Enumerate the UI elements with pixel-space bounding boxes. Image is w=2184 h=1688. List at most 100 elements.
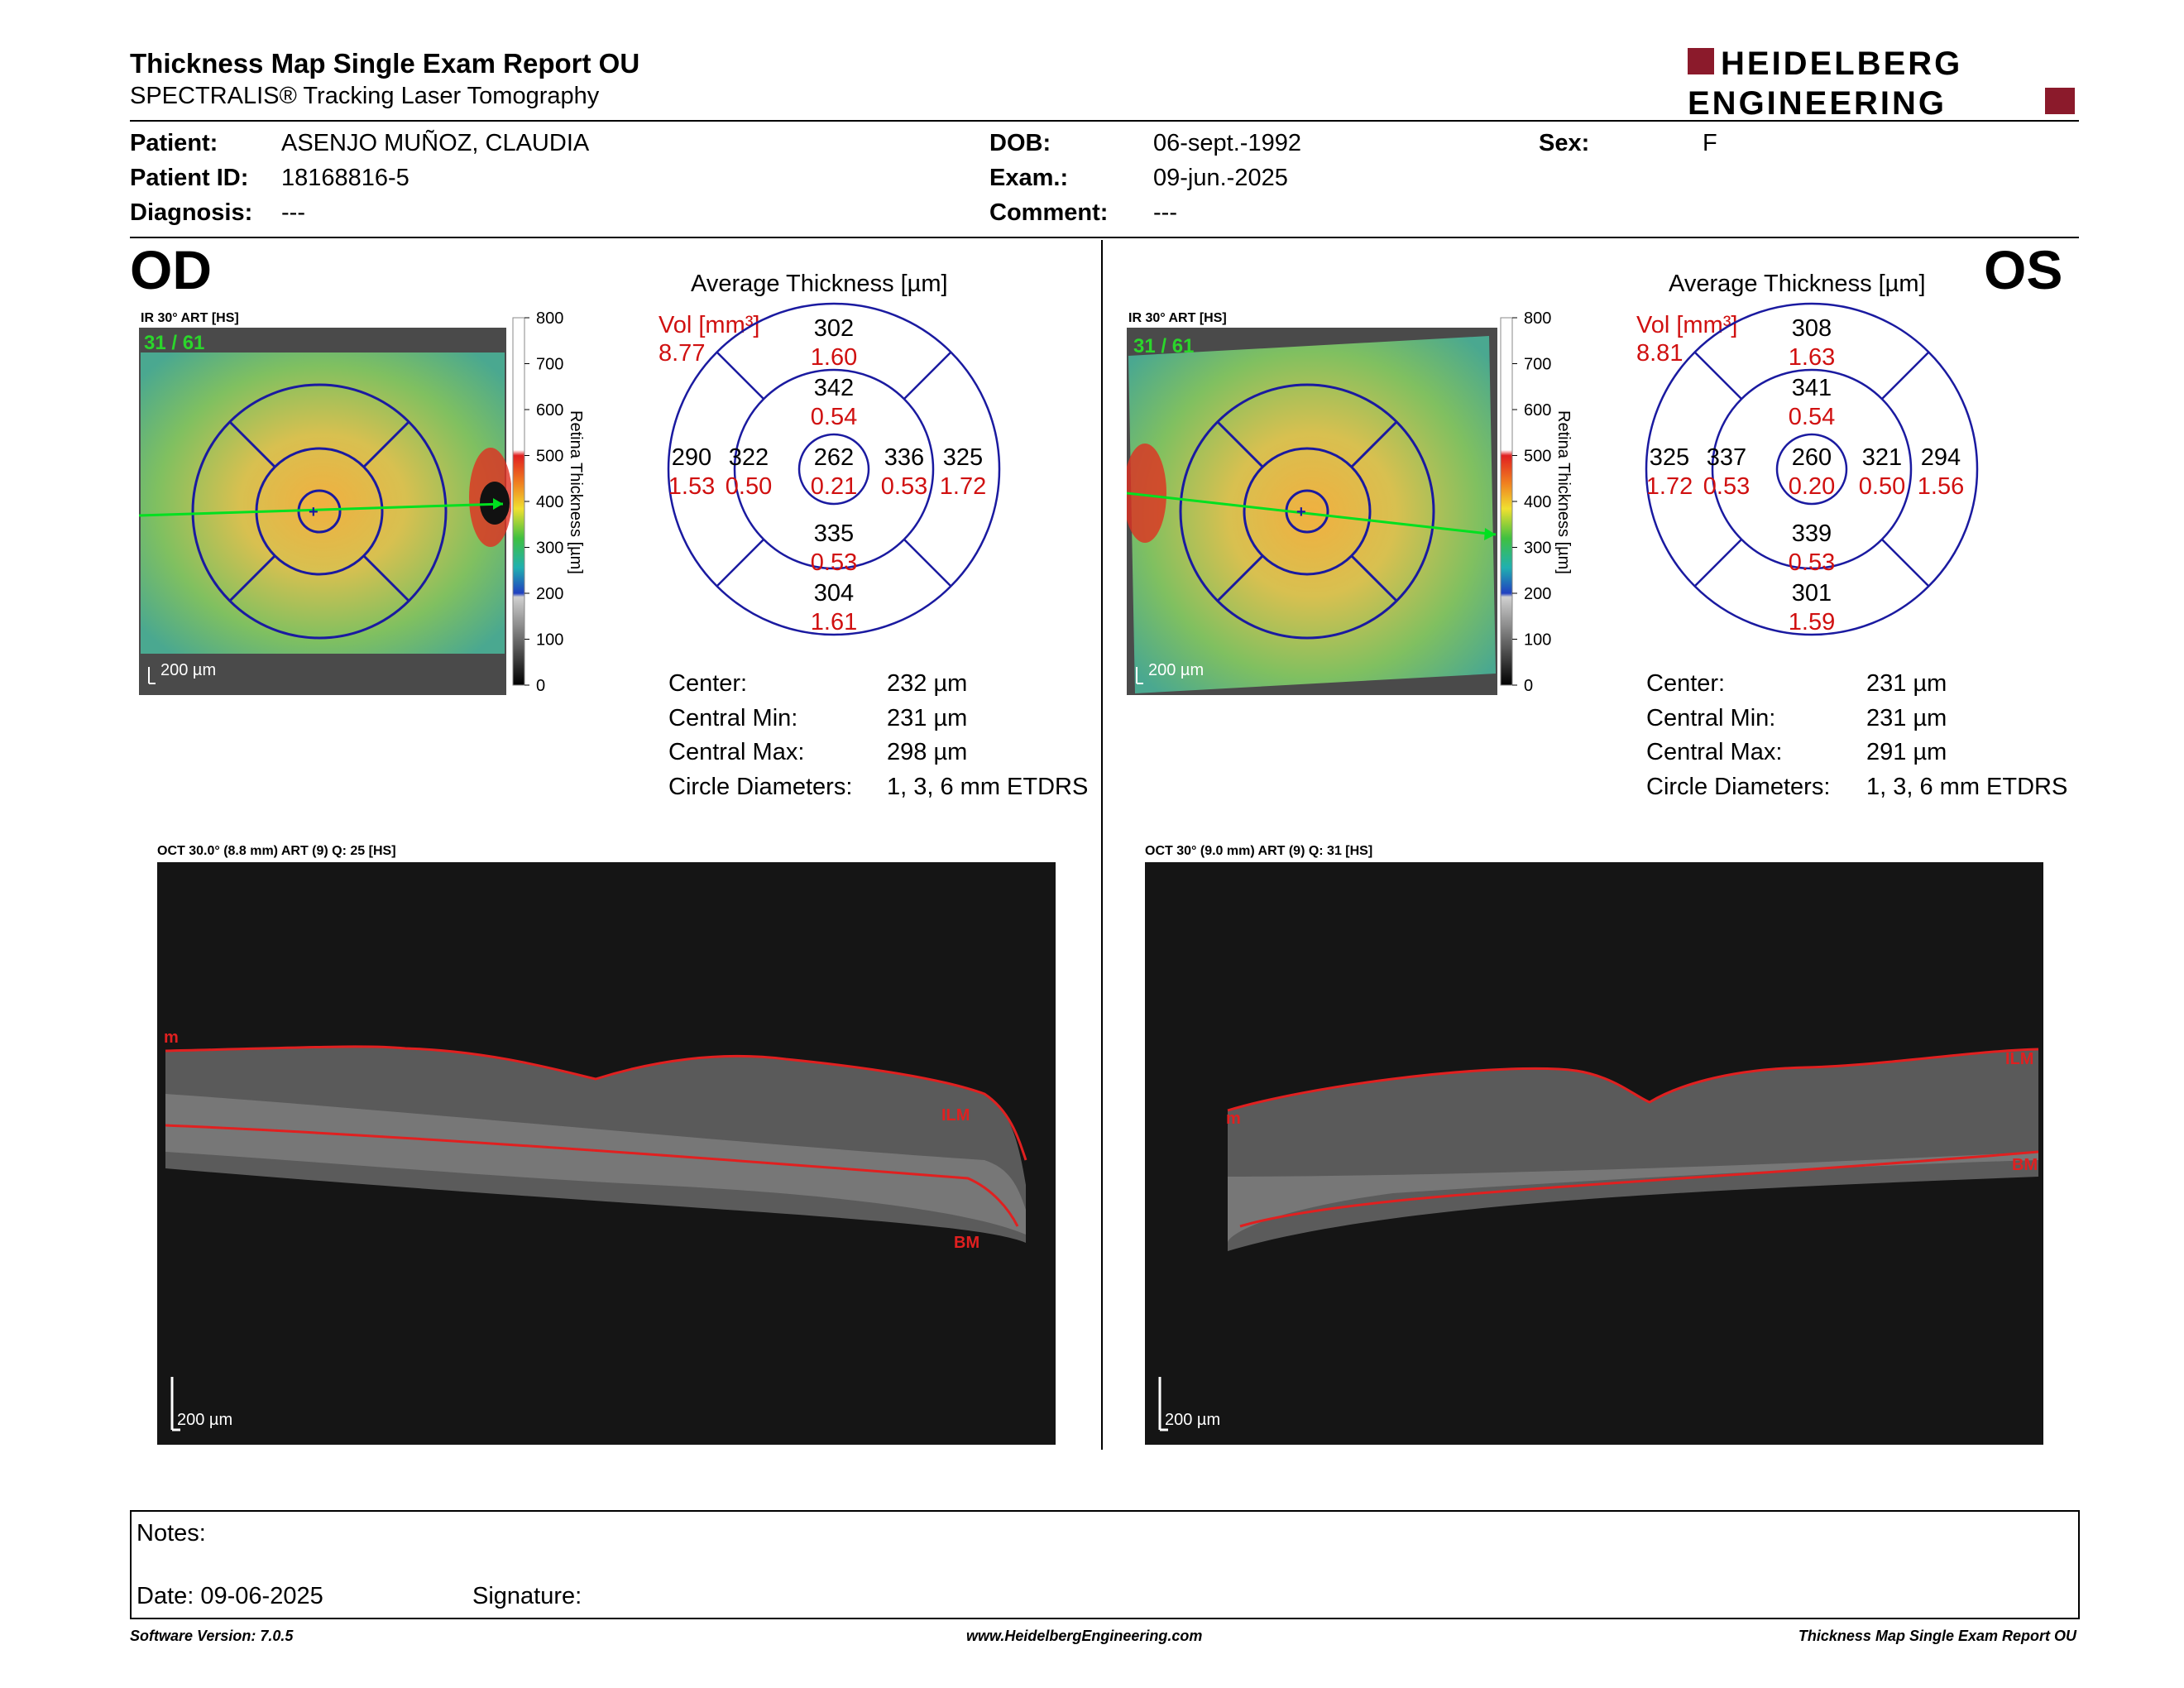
svg-text:325: 325 [1650,444,1689,471]
svg-text:339: 339 [1792,520,1832,547]
website-link[interactable]: www.HeidelbergEngineering.com [966,1628,1203,1644]
os-max-value: 291 µm [1866,739,1947,765]
svg-text:1.53: 1.53 [668,473,715,500]
svg-text:Vol [mm³]: Vol [mm³] [1636,312,1737,338]
od-colorbar: 800 700 600 500 400 300 200 100 0 Retina Thickne… [512,311,585,695]
svg-text:1.61: 1.61 [811,609,857,635]
svg-text:337: 337 [1707,444,1746,471]
diagnosis-value: --- [281,199,305,226]
eye-divider [1101,240,1103,1450]
svg-text:0.20: 0.20 [1789,473,1835,500]
svg-text:1.59: 1.59 [1789,609,1835,635]
os-min-value: 231 µm [1866,705,1947,731]
os-diam-value: 1, 3, 6 mm ETDRS [1866,774,2068,800]
colorbar-tick-label: 200 [1524,585,1551,603]
svg-text:Retina Thickness [µm]: Retina Thickness [µm] [567,410,585,574]
os-oct-title: OCT 30° (9.0 mm) ART (9) Q: 31 [HS] [1145,844,1373,858]
colorbar-tick-label: 200 [536,585,563,603]
colorbar-tick-label: 400 [536,493,563,511]
colorbar-tick-label: 700 [536,356,563,374]
svg-text:1.72: 1.72 [940,473,986,500]
colorbar-tick-label: 0 [536,677,545,695]
patient-id-label: Patient ID: [130,165,249,191]
svg-text:+: + [309,503,318,521]
svg-text:m: m [164,1029,179,1047]
os-center-label: Center: [1646,670,1726,697]
svg-text:262: 262 [814,444,854,471]
report-title: Thickness Map Single Exam Report OU [130,48,640,79]
report-subtitle: SPECTRALIS® Tracking Laser Tomography [130,83,600,109]
os-diam-label: Circle Diameters: [1646,774,1831,800]
svg-text:1.60: 1.60 [811,344,857,371]
svg-text:0.53: 0.53 [1703,473,1750,500]
os-center-value: 231 µm [1866,670,1947,697]
colorbar-tick-label: 800 [1524,311,1551,328]
patient-divider [130,237,2079,238]
svg-text:Vol [mm³]: Vol [mm³] [659,312,759,338]
notes-label: Notes: [136,1520,206,1547]
software-version: Software Version: 7.0.5 [130,1628,294,1644]
sex-value: F [1703,130,1717,156]
svg-text:0.54: 0.54 [1789,404,1835,430]
svg-text:1.63: 1.63 [1789,344,1835,371]
colorbar-tick-label: 800 [536,311,563,328]
svg-text:304: 304 [814,580,854,607]
od-diam-value: 1, 3, 6 mm ETDRS [887,774,1089,800]
svg-text:+: + [1296,503,1306,521]
patient-label: Patient: [130,130,218,156]
notes-box[interactable]: Notes: Date: 09-06-2025 Signature: [130,1510,2080,1619]
svg-text:1.56: 1.56 [1918,473,1964,500]
od-max-label: Central Max: [668,739,805,765]
svg-text:0.50: 0.50 [726,473,772,500]
od-oct-scan: m ILM BM 200 µm [157,862,1056,1445]
svg-text:200 µm: 200 µm [1148,661,1204,679]
svg-text:0.21: 0.21 [811,473,857,500]
colorbar-tick-label: 300 [536,539,563,558]
svg-text:1.72: 1.72 [1646,473,1693,500]
svg-text:0.53: 0.53 [811,549,857,576]
svg-text:0.53: 0.53 [1789,549,1835,576]
os-etdrs-grid: Average Thickness [µm] Vol [mm³] 8.81 30… [1636,271,1979,636]
od-ir-title: IR 30° ART [HS] [141,311,239,325]
svg-text:BM: BM [954,1234,979,1252]
svg-text:325: 325 [943,444,983,471]
os-min-label: Central Min: [1646,705,1776,731]
exam-value: 09-jun.-2025 [1153,165,1288,191]
diagnosis-label: Diagnosis: [130,199,253,226]
svg-text:8.81: 8.81 [1636,340,1683,367]
od-center-value: 232 µm [887,670,968,697]
od-center-label: Center: [668,670,748,697]
svg-text:290: 290 [672,444,711,471]
od-max-value: 298 µm [887,739,968,765]
os-eye-label: OS [1984,239,2063,300]
dob-value: 06-sept.-1992 [1153,130,1301,156]
colorbar-tick-label: 0 [1524,677,1533,695]
os-colorbar: 800 700 600 500 400 300 200 100 0 Retina Thickne… [1500,311,1573,695]
svg-text:Average Thickness [µm]: Average Thickness [µm] [691,271,948,297]
svg-text:31 / 61: 31 / 61 [1133,335,1194,357]
svg-text:321: 321 [1862,444,1902,471]
colorbar-tick-label: 600 [536,401,563,420]
header-divider [130,120,2079,122]
date-label: Date: 09-06-2025 [136,1583,323,1609]
od-oct-title: OCT 30.0° (8.8 mm) ART (9) Q: 25 [HS] [157,844,396,858]
comment-label: Comment: [989,199,1109,226]
svg-text:Average Thickness [µm]: Average Thickness [µm] [1669,271,1926,297]
svg-text:31 / 61: 31 / 61 [144,332,204,354]
colorbar-tick-label: 400 [1524,493,1551,511]
svg-text:m: m [1226,1110,1241,1128]
od-thickness-map: + 31 / 61 200 µm [139,328,511,695]
svg-text:301: 301 [1792,580,1832,607]
svg-text:8.77: 8.77 [659,340,705,367]
od-min-label: Central Min: [668,705,798,731]
svg-text:ILM: ILM [941,1106,970,1125]
colorbar-tick-label: 500 [536,448,563,466]
colorbar-tick-label: 700 [1524,356,1551,374]
svg-text:336: 336 [884,444,924,471]
patient-id: 18168816-5 [281,165,410,191]
svg-text:322: 322 [729,444,769,471]
colorbar-tick-label: 100 [536,631,563,650]
svg-text:341: 341 [1792,375,1832,401]
od-diam-label: Circle Diameters: [668,774,853,800]
svg-text:308: 308 [1792,315,1832,342]
